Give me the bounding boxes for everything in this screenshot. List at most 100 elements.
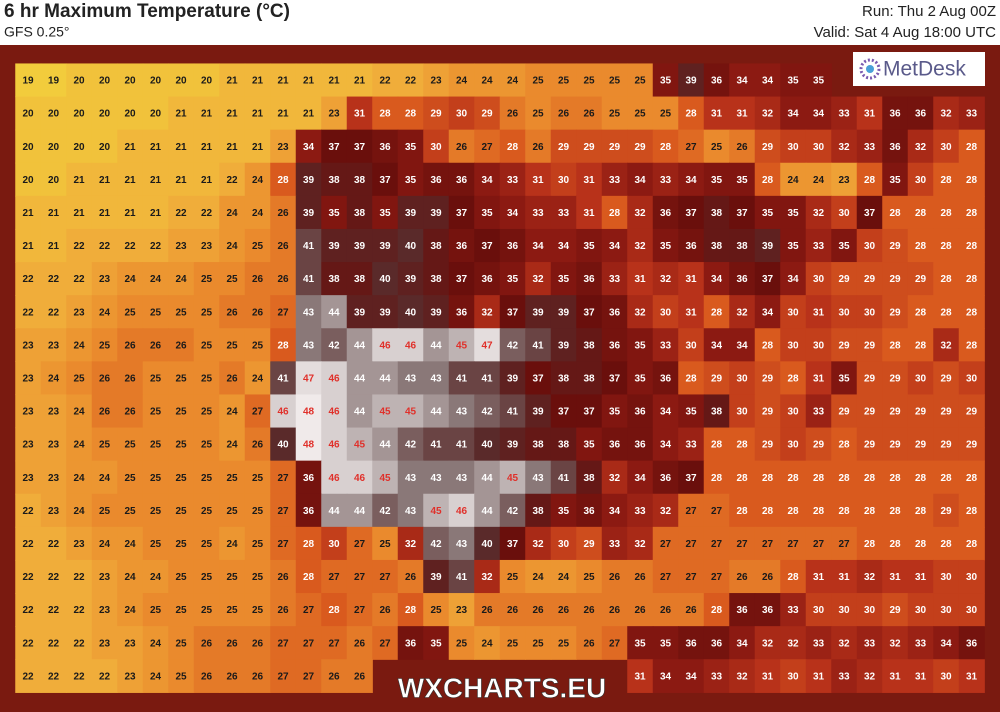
temperature-value: 33 bbox=[685, 440, 697, 451]
temperature-cell bbox=[91, 659, 118, 693]
temperature-cell bbox=[397, 460, 424, 495]
temperature-value: 39 bbox=[762, 241, 774, 252]
temperature-value: 28 bbox=[966, 208, 978, 219]
temperature-cell bbox=[933, 526, 960, 561]
temperature-cell bbox=[780, 63, 807, 98]
temperature-cell bbox=[550, 427, 577, 462]
temperature-cell bbox=[117, 96, 144, 131]
temperature-value: 27 bbox=[711, 572, 723, 583]
temperature-value: 24 bbox=[150, 274, 162, 285]
temperature-value: 21 bbox=[226, 76, 238, 87]
temperature-value: 37 bbox=[532, 374, 544, 385]
temperature-cell bbox=[474, 626, 501, 660]
temperature-cell bbox=[831, 427, 858, 462]
temperature-value: 32 bbox=[813, 208, 825, 219]
temperature-value: 28 bbox=[915, 539, 927, 550]
temperature-cell bbox=[15, 626, 42, 660]
temperature-cell bbox=[474, 593, 501, 627]
temperature-value: 35 bbox=[634, 638, 646, 649]
temperature-value: 30 bbox=[864, 307, 876, 318]
temperature-cell bbox=[423, 295, 450, 329]
temperature-cell bbox=[91, 162, 118, 197]
temperature-cell bbox=[448, 593, 475, 627]
temperature-cell bbox=[346, 394, 373, 429]
temperature-cell bbox=[91, 129, 118, 164]
temperature-value: 34 bbox=[685, 175, 697, 186]
temperature-cell bbox=[856, 262, 883, 296]
temperature-value: 30 bbox=[813, 274, 825, 285]
temperature-value: 28 bbox=[813, 506, 825, 517]
temperature-cell bbox=[91, 526, 118, 561]
temperature-value: 25 bbox=[73, 374, 85, 385]
temperature-value: 26 bbox=[405, 572, 417, 583]
temperature-value: 28 bbox=[889, 473, 901, 484]
temperature-cell bbox=[321, 195, 348, 230]
temperature-value: 26 bbox=[226, 671, 238, 682]
temperature-value: 21 bbox=[354, 76, 366, 87]
temperature-cell bbox=[397, 262, 424, 296]
temperature-value: 36 bbox=[456, 241, 468, 252]
temperature-cell bbox=[576, 460, 603, 495]
temperature-cell bbox=[321, 659, 348, 693]
temperature-cell bbox=[423, 593, 450, 627]
temperature-cell bbox=[831, 493, 858, 528]
temperature-value: 27 bbox=[277, 506, 289, 517]
temperature-value: 24 bbox=[787, 175, 799, 186]
temperature-value: 24 bbox=[150, 671, 162, 682]
temperature-value: 39 bbox=[430, 572, 442, 583]
temperature-value: 34 bbox=[558, 241, 570, 252]
temperature-value: 27 bbox=[762, 539, 774, 550]
temperature-value: 29 bbox=[558, 142, 570, 153]
temperature-cell bbox=[193, 63, 220, 98]
temperature-value: 44 bbox=[430, 407, 442, 418]
temperature-value: 37 bbox=[864, 208, 876, 219]
temperature-cell bbox=[474, 195, 501, 230]
temperature-cell bbox=[474, 162, 501, 197]
temperature-value: 36 bbox=[685, 638, 697, 649]
temperature-cell bbox=[907, 427, 934, 462]
temperature-cell bbox=[576, 328, 603, 362]
temperature-value: 35 bbox=[838, 374, 850, 385]
temperature-value: 31 bbox=[838, 572, 850, 583]
temperature-cell bbox=[601, 162, 628, 197]
temperature-value: 27 bbox=[303, 671, 315, 682]
temperature-cell bbox=[40, 559, 67, 594]
temperature-cell bbox=[142, 559, 169, 594]
temperature-cell bbox=[372, 593, 399, 627]
temperature-value: 33 bbox=[532, 208, 544, 219]
temperature-cell bbox=[805, 162, 832, 197]
temperature-value: 23 bbox=[99, 274, 111, 285]
temperature-value: 23 bbox=[99, 638, 111, 649]
temperature-cell bbox=[474, 559, 501, 594]
temperature-value: 20 bbox=[201, 76, 213, 87]
temperature-value: 27 bbox=[303, 638, 315, 649]
temperature-value: 30 bbox=[430, 142, 442, 153]
temperature-cell bbox=[346, 659, 373, 693]
temperature-value: 35 bbox=[660, 76, 672, 87]
temperature-value: 46 bbox=[328, 407, 340, 418]
temperature-cell bbox=[295, 63, 322, 98]
temperature-value: 46 bbox=[379, 340, 391, 351]
temperature-value: 36 bbox=[889, 109, 901, 120]
temperature-value: 43 bbox=[405, 506, 417, 517]
temperature-cell bbox=[66, 295, 93, 329]
temperature-cell bbox=[550, 262, 577, 296]
temperature-cell bbox=[40, 493, 67, 528]
temperature-cell bbox=[525, 195, 552, 230]
temperature-cell bbox=[244, 129, 271, 164]
temperature-cell bbox=[168, 228, 195, 263]
temperature-value: 20 bbox=[99, 76, 111, 87]
temperature-cell bbox=[219, 394, 246, 429]
temperature-cell bbox=[933, 96, 960, 131]
temperature-cell bbox=[423, 526, 450, 561]
temperature-value: 45 bbox=[507, 473, 519, 484]
temperature-value: 34 bbox=[940, 638, 952, 649]
temperature-cell bbox=[117, 559, 144, 594]
temperature-value: 22 bbox=[73, 671, 85, 682]
temperature-cell bbox=[15, 593, 42, 627]
temperature-cell bbox=[805, 427, 832, 462]
temperature-cell bbox=[40, 593, 67, 627]
temperature-cell bbox=[958, 361, 985, 396]
temperature-value: 25 bbox=[175, 374, 187, 385]
temperature-value: 25 bbox=[507, 638, 519, 649]
